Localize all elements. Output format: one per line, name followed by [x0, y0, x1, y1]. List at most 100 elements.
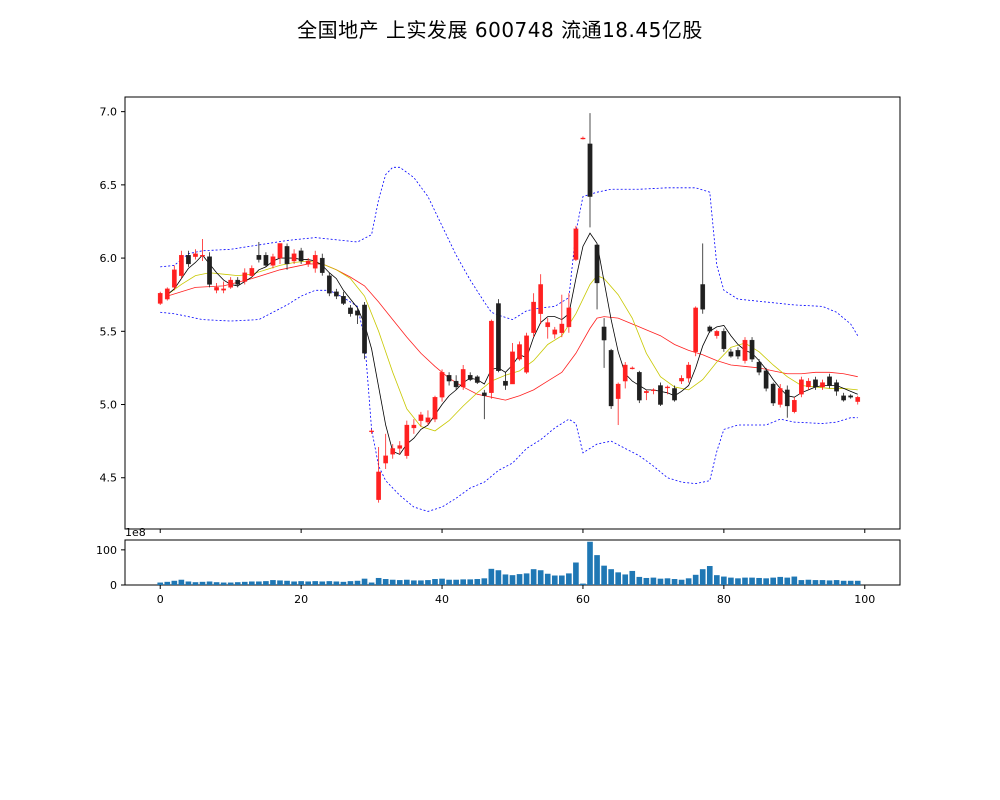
volume-bar — [587, 541, 593, 585]
volume-bar — [220, 582, 227, 585]
volume-bar — [234, 582, 241, 585]
volume-bar — [728, 577, 734, 585]
price-ytick-label: 6.0 — [100, 252, 118, 265]
volume-bar — [411, 580, 417, 585]
volume-bar — [559, 575, 565, 585]
price-panel: 4.5 5.0 5.5 6.0 6.5 7.0 — [100, 96, 901, 533]
candle-body — [658, 385, 663, 405]
volume-bar — [805, 579, 812, 585]
volume-bar — [432, 579, 438, 585]
candle-body — [341, 296, 346, 304]
volume-bar — [284, 580, 290, 585]
candle-body — [348, 307, 353, 314]
candle-body — [636, 372, 642, 401]
candle-body — [439, 372, 445, 398]
candle-body — [186, 255, 191, 265]
candle-body — [644, 391, 649, 393]
volume-bar — [333, 581, 340, 585]
volume-xtick-label: 60 — [576, 593, 590, 606]
volume-bar — [763, 578, 769, 585]
volume-bar — [544, 573, 551, 585]
candle-body — [749, 339, 755, 360]
candle-body — [700, 284, 706, 310]
candle-body — [545, 322, 551, 328]
volume-xtick-label: 0 — [157, 593, 164, 606]
volume-bar — [573, 562, 579, 585]
volume-bar — [791, 576, 798, 585]
volume-bar — [847, 580, 854, 585]
candle-body — [615, 383, 621, 399]
volume-bar — [192, 582, 199, 585]
candle-body — [510, 351, 515, 385]
candle-body — [489, 320, 494, 393]
candle-body — [651, 389, 656, 392]
candle-body — [566, 307, 572, 328]
candle-body — [362, 304, 367, 354]
ma-slow-line — [167, 263, 858, 401]
volume-bar — [798, 580, 805, 585]
bollinger-lower-line — [160, 289, 858, 512]
volume-bar — [735, 578, 741, 585]
candle-body — [193, 253, 198, 257]
candle-body — [249, 268, 255, 276]
candle-body — [277, 243, 283, 259]
volume-bar — [213, 582, 220, 585]
volume-bar — [643, 577, 650, 585]
candle-body — [481, 392, 487, 396]
candle-body — [446, 375, 452, 382]
volume-bar — [199, 581, 206, 585]
volume-bar — [551, 575, 558, 585]
candle-body — [629, 367, 635, 370]
volume-bar — [615, 572, 621, 585]
candle-body — [200, 255, 205, 257]
volume-bar — [460, 579, 466, 585]
volume-bar — [509, 575, 516, 585]
volume-bar — [277, 580, 283, 585]
candle-body — [355, 310, 360, 316]
price-ytick-label: 4.5 — [100, 472, 118, 485]
volume-bar — [298, 581, 304, 585]
candle-body — [552, 329, 558, 335]
candle-body — [334, 291, 339, 297]
ma-mid-line — [167, 260, 858, 432]
volume-bar — [636, 576, 643, 585]
candle-body — [813, 379, 818, 388]
candle-body — [179, 255, 184, 276]
volume-bar — [488, 568, 495, 585]
candle-body — [291, 253, 297, 262]
volume-bar — [467, 579, 474, 585]
volume-bar — [389, 579, 396, 585]
volume-bar — [164, 581, 171, 585]
price-ytick-label: 5.0 — [100, 399, 118, 412]
volume-bar — [714, 575, 720, 585]
candle-body — [665, 386, 670, 389]
volume-bar — [594, 555, 600, 585]
volume-bar — [664, 578, 671, 585]
candle-body — [157, 293, 163, 304]
candle-body — [312, 255, 318, 269]
candle-body — [263, 255, 269, 266]
candle-body — [503, 380, 508, 386]
candle-body — [305, 260, 311, 265]
candle-body — [763, 370, 769, 389]
price-ytick-label: 6.5 — [100, 179, 118, 192]
volume-bar — [502, 574, 509, 585]
candle-body — [376, 471, 381, 500]
volume-bar — [446, 579, 452, 585]
volume-bar — [425, 580, 431, 585]
candle-body — [221, 288, 226, 291]
volume-bar — [537, 570, 544, 585]
candle-body — [453, 380, 459, 388]
candle-body — [425, 417, 431, 423]
volume-bar — [742, 577, 748, 585]
candle-body — [517, 344, 522, 360]
candle-body — [256, 255, 262, 260]
candle-body — [601, 326, 607, 341]
candle-body — [390, 448, 396, 455]
price-axes-frame — [124, 96, 901, 530]
price-ytick-label: 7.0 — [100, 106, 118, 119]
volume-bar — [523, 573, 530, 585]
volume-bar — [354, 580, 361, 585]
candle-body — [460, 369, 466, 388]
